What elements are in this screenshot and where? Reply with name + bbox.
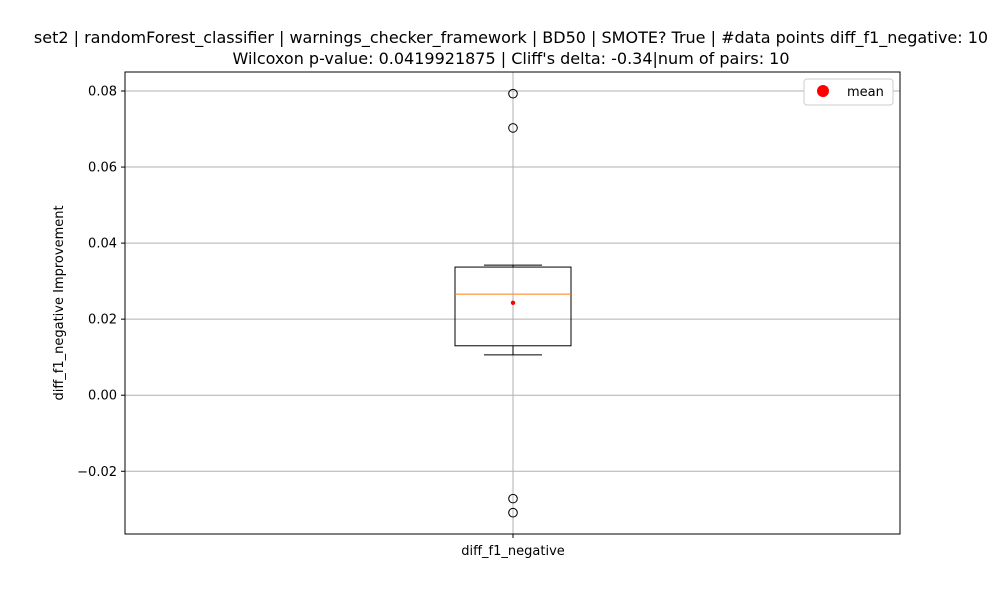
outlier-point [508,88,518,99]
y-tick-label: 0.04 [88,237,117,252]
grid-lines [125,72,900,534]
y-tick-label: 0.00 [88,389,117,404]
x-axis-ticks: diff_f1_negative [461,534,565,559]
chart-title-line1: set2 | randomForest_classifier | warning… [34,28,988,48]
outlier-point [508,507,518,518]
interquartile-box [454,266,572,347]
outlier-point [508,493,518,504]
chart-title-line2: Wilcoxon p-value: 0.0419921875 | Cliff's… [232,49,789,68]
box-plot [454,88,572,518]
y-tick-label: −0.02 [77,465,117,480]
outlier-point [508,123,518,133]
legend-entry-mean: mean [847,85,884,100]
x-tick-label: diff_f1_negative [461,544,565,559]
y-tick-label: 0.08 [88,85,117,100]
mean-marker [510,300,516,306]
y-tick-label: 0.06 [88,161,117,176]
y-axis-label: diff_f1_negative Improvement [52,205,67,400]
legend: mean [803,78,894,106]
y-axis-ticks: −0.02 0.00 0.02 0.04 0.06 0.08 [77,85,125,480]
plot-frame [124,71,901,535]
legend-box [803,78,894,106]
legend-mean-marker [817,85,829,97]
y-tick-label: 0.02 [88,313,117,328]
outlier-points [508,88,518,518]
